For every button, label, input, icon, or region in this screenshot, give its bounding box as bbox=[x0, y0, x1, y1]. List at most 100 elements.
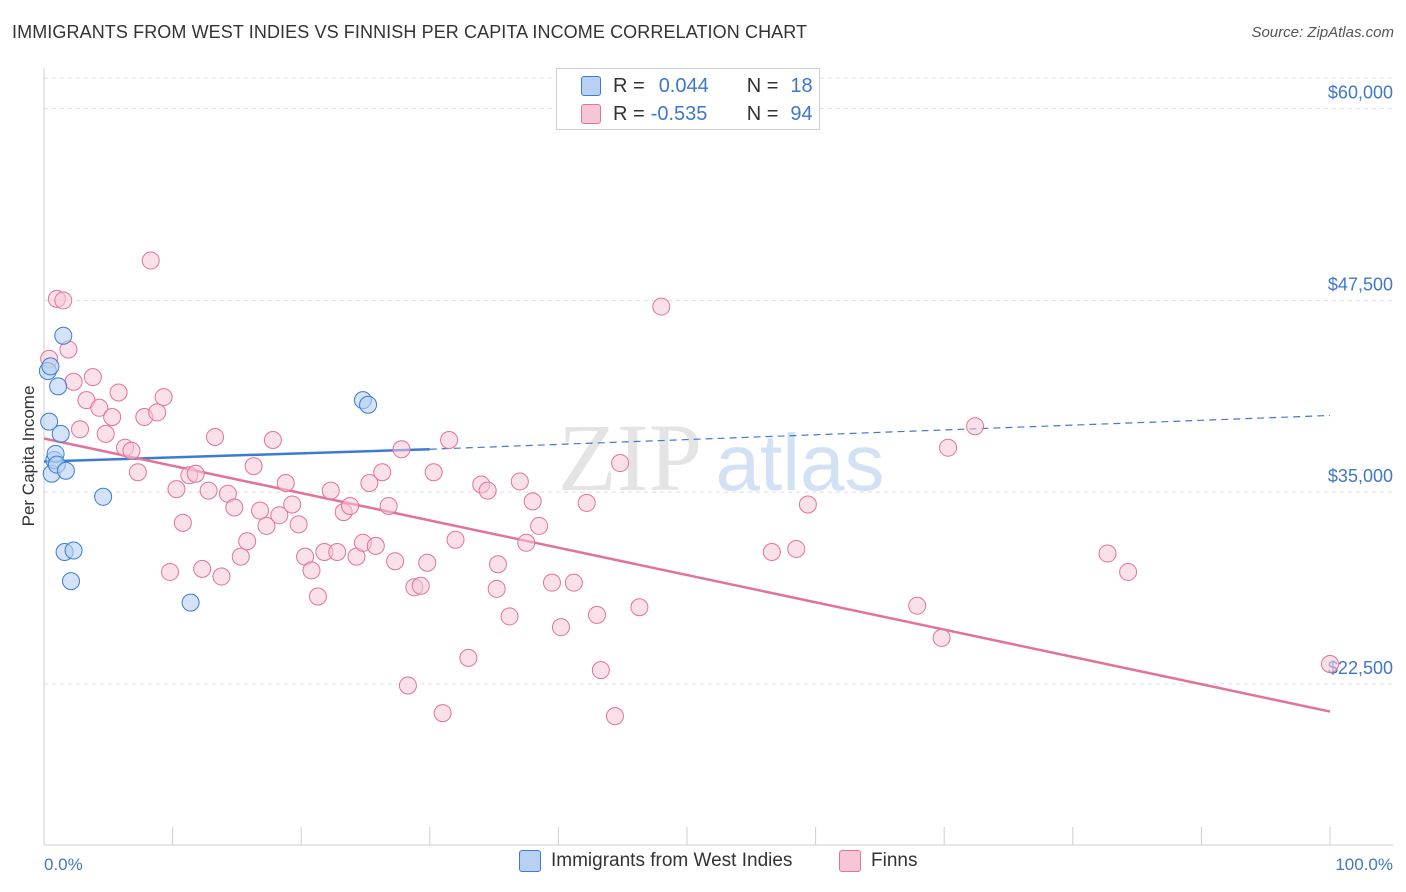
data-point-finns bbox=[64, 372, 83, 391]
series-swatch-pink bbox=[839, 850, 861, 872]
legend-r-value: 0.044 bbox=[658, 74, 709, 97]
data-point-west-indies bbox=[62, 572, 81, 591]
data-point-finns bbox=[517, 533, 536, 552]
data-point-finns bbox=[244, 457, 263, 476]
data-point-west-indies bbox=[56, 461, 75, 480]
data-point-finns bbox=[257, 516, 276, 535]
legend-swatch-blue bbox=[581, 76, 601, 96]
data-point-finns bbox=[161, 562, 180, 581]
data-point-finns bbox=[154, 388, 173, 407]
data-point-finns bbox=[173, 513, 192, 532]
data-point-finns bbox=[328, 543, 347, 562]
data-point-finns bbox=[908, 596, 927, 615]
data-point-west-indies bbox=[94, 487, 113, 506]
x-tick-label-start: 0.0% bbox=[44, 855, 83, 874]
data-point-finns bbox=[289, 515, 308, 534]
axis-layer: $22,500 $35,000 $47,500 $60,000 bbox=[43, 68, 1393, 846]
data-point-finns bbox=[577, 493, 596, 512]
data-point-west-indies bbox=[64, 541, 83, 560]
data-point-finns bbox=[238, 532, 257, 551]
y-tick-label: $22,500 bbox=[1328, 658, 1393, 678]
data-point-finns bbox=[109, 383, 128, 402]
data-point-finns bbox=[206, 427, 225, 446]
data-point-finns bbox=[1119, 562, 1138, 581]
data-point-finns bbox=[276, 473, 295, 492]
points-layer bbox=[38, 251, 1339, 726]
data-point-finns bbox=[167, 480, 186, 499]
x-tick-label-end: 100.0% bbox=[1335, 855, 1393, 874]
data-point-finns bbox=[90, 398, 109, 417]
data-point-finns bbox=[424, 463, 443, 482]
legend-row-west-indies: R = 0.044 N = 18 bbox=[557, 72, 813, 100]
data-point-finns bbox=[321, 481, 340, 500]
series-name: Finns bbox=[871, 850, 918, 871]
data-point-finns bbox=[530, 516, 549, 535]
legend-r-label: R = bbox=[613, 74, 645, 97]
data-point-finns bbox=[459, 648, 478, 667]
data-point-finns bbox=[392, 440, 411, 459]
data-point-finns bbox=[270, 506, 289, 525]
data-point-finns bbox=[523, 492, 542, 511]
data-point-finns bbox=[283, 495, 302, 514]
data-point-finns bbox=[186, 464, 205, 483]
data-point-west-indies bbox=[40, 412, 59, 431]
data-point-finns bbox=[798, 495, 817, 514]
data-point-finns bbox=[231, 547, 250, 566]
data-point-finns bbox=[373, 463, 392, 482]
data-point-finns bbox=[591, 661, 610, 680]
data-point-finns bbox=[341, 496, 360, 515]
data-point-west-indies bbox=[49, 377, 68, 396]
y-axis-label: Per Capita Income bbox=[19, 386, 38, 527]
data-point-finns bbox=[1321, 654, 1339, 673]
data-point-finns bbox=[478, 481, 497, 500]
grid-layer bbox=[44, 77, 1393, 685]
series-swatch-blue bbox=[519, 850, 541, 872]
data-point-finns bbox=[193, 559, 212, 578]
legend-r-value: -0.535 bbox=[650, 102, 708, 125]
data-point-finns bbox=[251, 501, 270, 520]
legend-n-label: N = bbox=[746, 102, 779, 125]
source-label: Source: ZipAtlas.com bbox=[1251, 24, 1394, 41]
y-tick-label: $47,500 bbox=[1328, 274, 1393, 294]
data-point-west-indies bbox=[51, 424, 70, 443]
data-point-west-indies bbox=[41, 357, 60, 376]
data-point-finns bbox=[418, 553, 437, 572]
data-point-finns bbox=[440, 431, 459, 450]
legend-n-value: 18 bbox=[790, 74, 813, 97]
data-point-finns bbox=[398, 676, 417, 695]
data-point-finns bbox=[966, 417, 985, 436]
data-point-finns bbox=[939, 438, 958, 457]
y-tick-label: $60,000 bbox=[1328, 83, 1393, 103]
chart-title: IMMIGRANTS FROM WEST INDIES VS FINNISH P… bbox=[12, 22, 808, 42]
trend-layer bbox=[43, 414, 1331, 713]
trend-line-west-indies bbox=[43, 447, 430, 463]
data-point-finns bbox=[551, 618, 570, 637]
legend-n-label: N = bbox=[746, 74, 779, 97]
legend-r-label: R = bbox=[613, 102, 645, 125]
data-point-finns bbox=[263, 431, 282, 450]
legend-swatch-pink bbox=[581, 104, 601, 124]
data-point-finns bbox=[386, 552, 405, 571]
data-point-finns bbox=[787, 539, 806, 558]
series-legend-finns: Finns bbox=[839, 850, 917, 872]
data-point-finns bbox=[128, 463, 147, 482]
data-point-west-indies bbox=[359, 395, 378, 414]
data-point-west-indies bbox=[181, 593, 200, 612]
data-point-finns bbox=[379, 496, 398, 515]
data-point-finns bbox=[1098, 544, 1117, 563]
trend-line-finns bbox=[43, 437, 1331, 713]
watermark-atlas: atlas bbox=[716, 418, 885, 507]
data-point-finns bbox=[630, 598, 649, 617]
data-point-finns bbox=[366, 536, 385, 555]
data-point-finns bbox=[487, 579, 506, 598]
data-point-finns bbox=[225, 498, 244, 517]
data-point-finns bbox=[308, 587, 327, 606]
data-point-finns bbox=[54, 291, 73, 310]
legend-n-value: 94 bbox=[790, 102, 813, 125]
data-point-finns bbox=[212, 567, 231, 586]
data-point-finns bbox=[652, 297, 671, 316]
data-point-finns bbox=[83, 368, 102, 387]
series-legend-west-indies: Immigrants from West Indies bbox=[519, 850, 792, 872]
series-name: Immigrants from West Indies bbox=[551, 850, 793, 871]
data-point-finns bbox=[141, 251, 160, 270]
